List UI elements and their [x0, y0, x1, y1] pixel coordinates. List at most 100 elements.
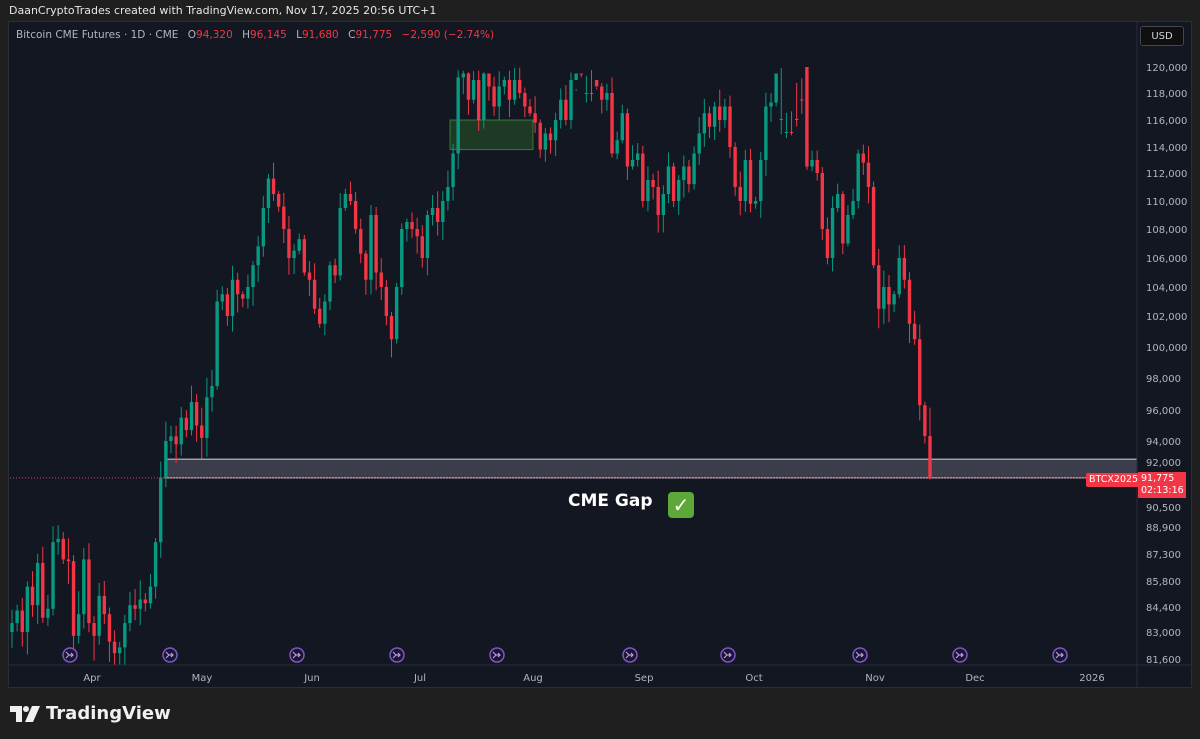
candle[interactable]	[794, 119, 799, 120]
candle[interactable]	[815, 160, 819, 173]
candle[interactable]	[579, 73, 583, 75]
candle[interactable]	[748, 160, 753, 204]
candle[interactable]	[235, 279, 240, 295]
candle[interactable]	[564, 99, 568, 120]
candle[interactable]	[200, 425, 204, 438]
candle[interactable]	[420, 236, 424, 258]
candle[interactable]	[302, 239, 307, 273]
candle[interactable]	[189, 402, 194, 431]
candle[interactable]	[523, 93, 527, 107]
candle[interactable]	[338, 208, 342, 276]
candle[interactable]	[923, 405, 927, 437]
candle[interactable]	[164, 441, 168, 478]
candle[interactable]	[861, 153, 866, 163]
candle[interactable]	[620, 113, 624, 141]
candle[interactable]	[271, 178, 276, 194]
candle[interactable]	[594, 80, 599, 87]
candle[interactable]	[451, 153, 455, 188]
candle[interactable]	[656, 187, 660, 215]
candle[interactable]	[559, 99, 563, 120]
candle[interactable]	[241, 294, 245, 299]
candle[interactable]	[364, 253, 368, 280]
candle[interactable]	[138, 599, 142, 609]
candle[interactable]	[697, 133, 701, 154]
candle[interactable]	[318, 308, 322, 324]
candle[interactable]	[759, 160, 763, 201]
candle[interactable]	[379, 272, 383, 288]
candle[interactable]	[871, 187, 876, 266]
candle[interactable]	[502, 80, 507, 87]
candle[interactable]	[194, 402, 199, 426]
candle[interactable]	[389, 316, 394, 340]
candle[interactable]	[702, 113, 707, 134]
candle[interactable]	[733, 147, 737, 187]
candle[interactable]	[56, 538, 60, 543]
candle[interactable]	[348, 194, 353, 201]
candle[interactable]	[707, 113, 712, 127]
candle[interactable]	[46, 608, 50, 618]
candle[interactable]	[728, 106, 732, 148]
candle[interactable]	[20, 610, 24, 632]
cme-gap-annotation[interactable]: CME Gap	[568, 491, 653, 511]
candle[interactable]	[179, 417, 183, 445]
candle[interactable]	[835, 194, 840, 208]
candle[interactable]	[687, 166, 691, 185]
candle[interactable]	[328, 265, 332, 302]
candle[interactable]	[666, 166, 671, 195]
candle[interactable]	[902, 258, 907, 280]
candle[interactable]	[400, 229, 404, 287]
candle[interactable]	[35, 563, 40, 606]
candle[interactable]	[830, 208, 835, 258]
candle[interactable]	[646, 180, 650, 201]
candle[interactable]	[215, 301, 219, 387]
candle[interactable]	[548, 133, 553, 141]
candle[interactable]	[553, 120, 558, 141]
candle[interactable]	[210, 386, 214, 398]
candle[interactable]	[87, 559, 91, 624]
candle[interactable]	[615, 140, 619, 154]
candle[interactable]	[25, 586, 30, 632]
candle[interactable]	[497, 86, 501, 107]
candle[interactable]	[266, 178, 271, 208]
candle[interactable]	[220, 294, 224, 302]
candle[interactable]	[287, 229, 291, 258]
candle[interactable]	[333, 265, 337, 276]
candle[interactable]	[307, 272, 312, 280]
candle[interactable]	[518, 80, 522, 93]
candle[interactable]	[753, 201, 758, 204]
candle[interactable]	[887, 287, 891, 305]
candle[interactable]	[692, 153, 696, 185]
candle[interactable]	[128, 605, 132, 624]
candle[interactable]	[107, 614, 112, 642]
currency-button[interactable]: USD	[1140, 26, 1184, 46]
candle[interactable]	[61, 538, 65, 560]
candle[interactable]	[528, 106, 532, 114]
candle[interactable]	[415, 229, 419, 237]
candle[interactable]	[569, 80, 573, 120]
candle[interactable]	[353, 201, 358, 229]
candle[interactable]	[651, 180, 655, 187]
candle[interactable]	[482, 73, 486, 121]
candle[interactable]	[456, 77, 460, 154]
candle[interactable]	[492, 86, 496, 107]
candle[interactable]	[743, 160, 748, 201]
chart-panel[interactable]	[8, 21, 1192, 688]
candle[interactable]	[369, 215, 373, 280]
candle[interactable]	[769, 102, 773, 107]
candle[interactable]	[605, 93, 609, 100]
candle[interactable]	[784, 132, 789, 133]
candle[interactable]	[359, 229, 363, 254]
candle[interactable]	[466, 73, 471, 100]
candle[interactable]	[410, 222, 414, 229]
candle[interactable]	[538, 122, 542, 150]
candle[interactable]	[718, 106, 722, 121]
candle[interactable]	[343, 194, 348, 208]
candle[interactable]	[928, 436, 932, 478]
candle[interactable]	[405, 222, 409, 229]
candle[interactable]	[82, 559, 86, 615]
candle[interactable]	[97, 595, 101, 636]
candle[interactable]	[800, 99, 804, 101]
cme-gap-zone[interactable]	[164, 458, 1137, 479]
candle[interactable]	[682, 166, 686, 181]
